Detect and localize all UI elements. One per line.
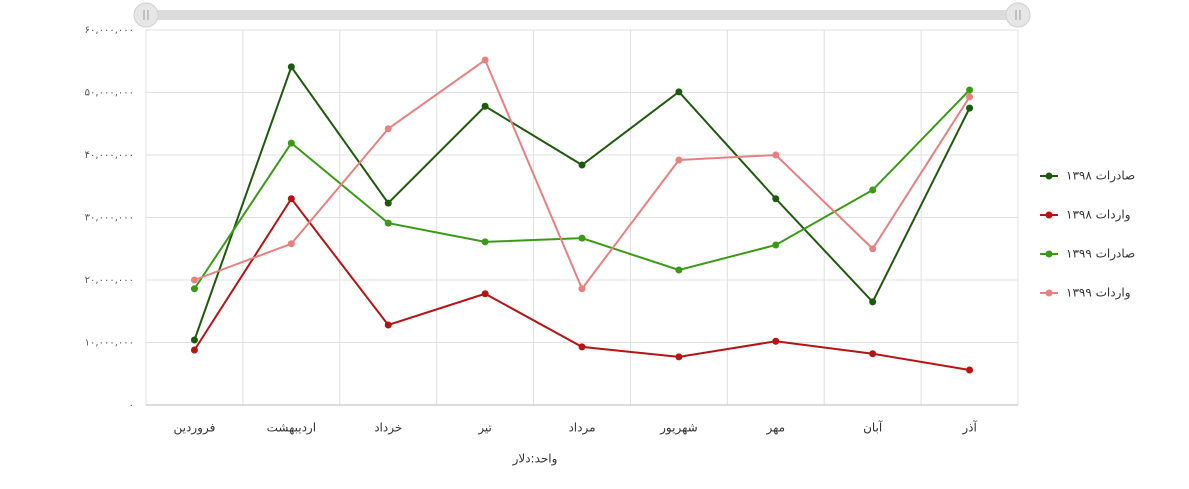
legend-marker <box>1045 250 1053 258</box>
x-tick-label: آذر <box>961 420 977 436</box>
slider-handle[interactable] <box>1005 2 1031 28</box>
point <box>675 88 683 96</box>
point <box>772 195 780 203</box>
point <box>675 353 683 361</box>
legend-marker <box>1045 172 1053 180</box>
point <box>190 276 198 284</box>
legend-marker <box>1045 289 1053 297</box>
point <box>675 266 683 274</box>
point <box>190 336 198 344</box>
y-tick-label: ۶۰,۰۰۰,۰۰۰ <box>85 25 134 36</box>
point <box>966 93 974 101</box>
point <box>384 125 392 133</box>
point <box>481 290 489 298</box>
point <box>190 285 198 293</box>
point <box>287 195 295 203</box>
point <box>287 240 295 248</box>
y-tick-label: ۲۰,۰۰۰,۰۰۰ <box>85 275 134 286</box>
point <box>287 63 295 71</box>
point <box>384 219 392 227</box>
point <box>869 298 877 306</box>
legend-label: واردات ۱۳۹۹ <box>1066 286 1131 301</box>
x-tick-label: خرداد <box>374 421 402 436</box>
slider-handle[interactable] <box>133 2 159 28</box>
legend-marker <box>1045 211 1053 219</box>
x-tick-label: مهر <box>765 421 785 436</box>
point <box>287 139 295 147</box>
point <box>966 366 974 374</box>
point <box>578 343 586 351</box>
point <box>772 241 780 249</box>
x-tick-label: اردیبهشت <box>267 421 316 436</box>
y-tick-label: ۱۰,۰۰۰,۰۰۰ <box>85 338 134 349</box>
point <box>772 151 780 159</box>
point <box>869 350 877 358</box>
range-slider[interactable] <box>133 2 1031 28</box>
point <box>384 199 392 207</box>
point <box>578 285 586 293</box>
y-tick-label: ۳۰,۰۰۰,۰۰۰ <box>85 213 134 224</box>
slider-track <box>146 10 1018 20</box>
x-tick-label: فروردین <box>174 421 216 436</box>
point <box>869 186 877 194</box>
x-tick-label: آبان <box>863 420 883 435</box>
point <box>481 56 489 64</box>
legend-label: واردات ۱۳۹۸ <box>1066 208 1131 223</box>
point <box>481 238 489 246</box>
point <box>578 161 586 169</box>
x-tick-label: مرداد <box>568 421 595 436</box>
point <box>869 245 877 253</box>
point <box>481 102 489 110</box>
point <box>966 86 974 94</box>
point <box>966 104 974 112</box>
x-axis-label: واحد:دلار <box>512 452 558 467</box>
y-tick-label: ۴۰,۰۰۰,۰۰۰ <box>85 150 134 161</box>
point <box>578 234 586 242</box>
x-tick-label: شهریور <box>659 421 698 436</box>
series-line <box>193 64 971 341</box>
y-tick-label: ۵۰,۰۰۰,۰۰۰ <box>85 88 134 99</box>
x-tick-label: تیر <box>477 421 492 436</box>
series-line <box>193 89 971 290</box>
point <box>772 337 780 345</box>
point <box>675 156 683 164</box>
y-tick-label: ۰ <box>129 400 134 411</box>
point <box>384 321 392 329</box>
point <box>190 346 198 354</box>
legend-label: صادرات ۱۳۹۸ <box>1066 169 1135 184</box>
legend-label: صادرات ۱۳۹۹ <box>1066 247 1135 262</box>
